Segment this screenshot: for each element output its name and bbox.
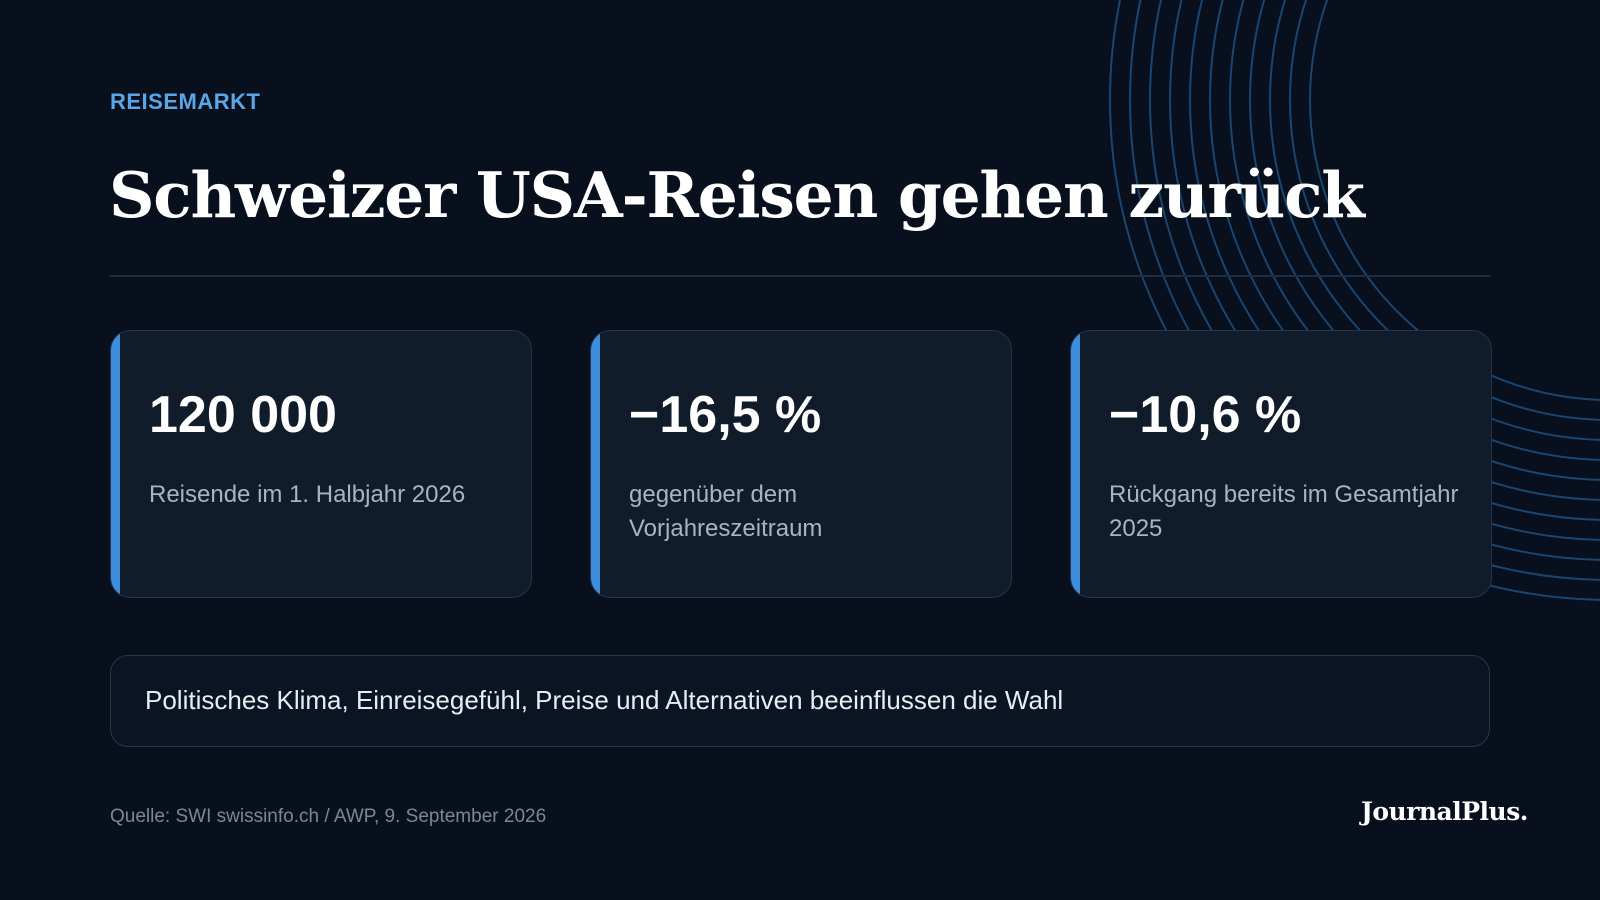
- headline: Schweizer USA-Reisen gehen zurück: [109, 158, 1365, 232]
- divider: [110, 275, 1490, 277]
- stat-value: −16,5 %: [629, 386, 822, 444]
- stat-card-2025-decline: −10,6 % Rückgang bereits im Gesamtjahr 2…: [1070, 330, 1492, 598]
- card-accent-bar: [1071, 331, 1080, 597]
- stat-card-travellers: 120 000 Reisende im 1. Halbjahr 2026: [110, 330, 532, 598]
- factors-note: Politisches Klima, Einreisegefühl, Preis…: [110, 655, 1490, 747]
- stat-label: Reisende im 1. Halbjahr 2026: [149, 481, 466, 508]
- source-line: Quelle: SWI swissinfo.ch / AWP, 9. Septe…: [110, 806, 547, 827]
- stat-label: gegenüber dem Vorjahreszeitraum: [629, 481, 823, 542]
- stat-card-yoy-change: −16,5 % gegenüber dem Vorjahreszeitraum: [590, 330, 1012, 598]
- stat-value: 120 000: [149, 386, 337, 444]
- stat-value: −10,6 %: [1109, 386, 1302, 444]
- card-accent-bar: [591, 331, 600, 597]
- card-accent-bar: [111, 331, 120, 597]
- brand-logo: JournalPlus.: [1361, 797, 1528, 826]
- stat-label: Rückgang bereits im Gesamtjahr 2025: [1109, 481, 1459, 542]
- factors-note-text: Politisches Klima, Einreisegefühl, Preis…: [145, 685, 1064, 715]
- kicker: REISEMARKT: [110, 89, 261, 114]
